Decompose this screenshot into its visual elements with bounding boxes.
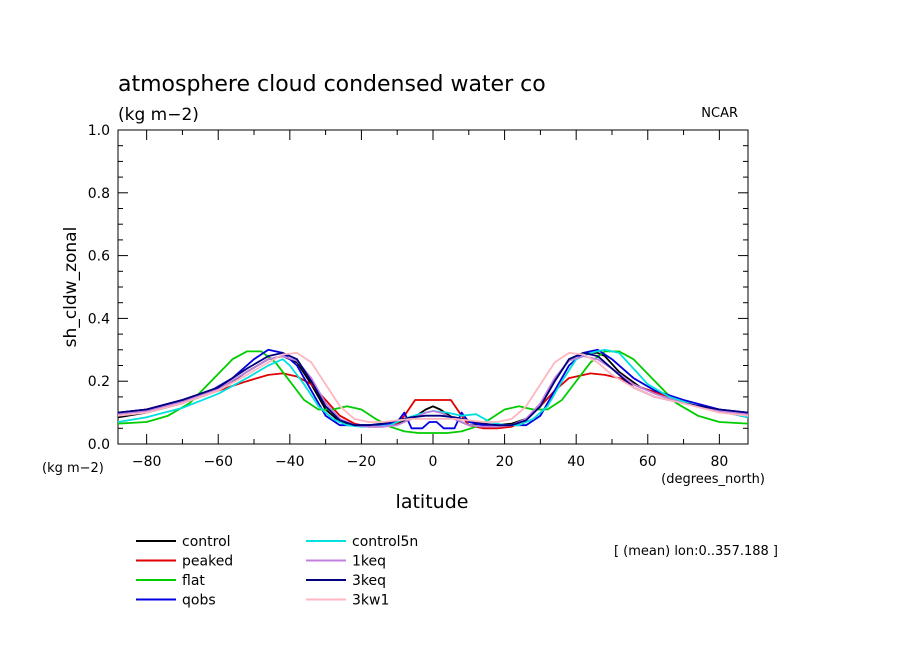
x-units-note: (degrees_north) <box>661 472 765 487</box>
legend: control peaked flat qobs control5n 1keq 3keq 3k… <box>136 534 418 609</box>
chart-units: (kg m−2) <box>118 105 199 125</box>
x-tick-label: −60 <box>203 454 233 470</box>
y-tick-label: 0.6 <box>88 249 110 265</box>
x-tick-label: 20 <box>496 454 514 470</box>
footnote: [ (mean) lon:0..357.188 ] <box>614 544 778 559</box>
x-tick-label: 60 <box>639 454 657 470</box>
y-tick-label: 0.0 <box>88 437 110 453</box>
x-tick-label: 0 <box>429 454 438 470</box>
series-line-qobs <box>117 348 749 430</box>
y-tick-label: 0.8 <box>88 186 110 202</box>
x-tick-label: −80 <box>132 454 162 470</box>
series-lines <box>117 348 749 434</box>
y-tick-label: 0.2 <box>88 374 110 390</box>
series-line-3kw1 <box>117 351 749 423</box>
y-tick-label: 1.0 <box>88 123 110 139</box>
x-tick-label: −40 <box>275 454 305 470</box>
x-tick-label: 80 <box>710 454 728 470</box>
series-line-3keq <box>117 351 749 427</box>
legend-label-3keq: 3keq <box>352 573 386 589</box>
chart-title: atmosphere cloud condensed water co <box>118 72 546 97</box>
axis-ticks <box>118 129 748 445</box>
legend-label-control5n: control5n <box>352 534 418 550</box>
x-axis-label: latitude <box>396 491 469 513</box>
legend-label-3kw1: 3kw1 <box>352 593 389 609</box>
legend-label-peaked: peaked <box>182 554 233 570</box>
x-tick-label: −20 <box>347 454 377 470</box>
legend-label-control: control <box>182 534 231 550</box>
y-axis-label: sh_cldw_zonal <box>61 227 81 348</box>
legend-label-1keq: 1keq <box>352 554 386 570</box>
x-tick-label: 40 <box>567 454 585 470</box>
legend-label-flat: flat <box>182 573 205 589</box>
axis-tick-labels: −80 −60 −40 −20 0 20 40 60 80 0.0 0.2 0.4 0.6 0.8 1.0 <box>88 123 729 470</box>
y-tick-label: 0.4 <box>88 311 110 327</box>
series-line-peaked <box>117 372 749 430</box>
y-units-note: (kg m−2) <box>42 461 104 476</box>
legend-label-qobs: qobs <box>182 593 216 609</box>
source-label: NCAR <box>701 106 738 121</box>
series-line-control5n <box>117 348 749 428</box>
